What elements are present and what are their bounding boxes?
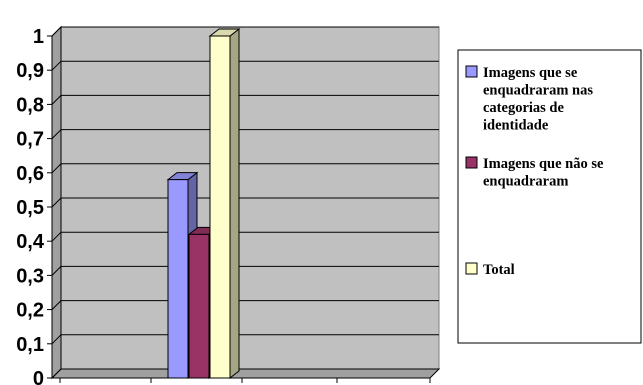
legend-label: categorias de	[483, 100, 564, 116]
gridline	[51, 60, 439, 71]
legend-item: Total	[465, 262, 515, 278]
gridline	[51, 26, 439, 37]
gridlines	[51, 26, 439, 379]
legend-label: Imagens que não se	[483, 156, 604, 172]
y-tick-label: 0,6	[16, 163, 44, 185]
legend-swatch	[465, 262, 478, 275]
gridline	[51, 265, 439, 276]
y-tick-label: 0	[33, 368, 44, 385]
y-tick-label: 0,4	[16, 231, 45, 253]
gridline	[51, 231, 439, 242]
gridline	[51, 300, 439, 310]
gridline	[51, 129, 439, 139]
y-tick-label: 0,1	[16, 334, 44, 356]
y-tick-label: 1	[33, 26, 44, 48]
gridline	[51, 94, 439, 105]
gridline	[51, 334, 439, 345]
legend-swatch	[465, 65, 478, 78]
gridline	[51, 197, 439, 208]
bars	[166, 27, 241, 380]
y-tick-label: 0,8	[16, 94, 44, 116]
legend-label: identidade	[483, 118, 549, 134]
gridline	[51, 163, 439, 174]
bar-front	[209, 35, 231, 379]
legend-swatch	[465, 156, 478, 169]
bar	[208, 27, 241, 380]
bar-side	[229, 27, 240, 380]
legend-label: enquadraram nas	[483, 83, 593, 99]
y-tick-label: 0,3	[16, 265, 44, 287]
y-tick-label: 0,2	[16, 300, 44, 322]
legend-label: Total	[483, 262, 515, 278]
legend-label: enquadraram	[483, 174, 568, 190]
legend-item: Imagens que não se enquadraram	[465, 156, 604, 190]
legend: Imagens que se enquadraram nascategorias …	[457, 49, 642, 344]
y-tick-labels: 0 0,1 0,2 0,3 0,4 0,5 0,6 0,7 0,8 0,9 1	[16, 26, 45, 385]
legend-box	[457, 49, 642, 344]
y-tick-label: 0,5	[16, 197, 44, 219]
axes	[47, 35, 431, 383]
legend-item: Imagens que se enquadraram nascategorias …	[465, 65, 593, 134]
y-tick-label: 0,7	[16, 129, 44, 151]
plot-floor	[50, 368, 441, 379]
legend-label: Imagens que se	[483, 65, 578, 81]
plot-area: 0 0,1 0,2 0,3 0,4 0,5 0,6 0,7 0,8 0,9 1	[16, 25, 441, 385]
y-tick-label: 0,9	[16, 60, 44, 82]
bar-front	[167, 179, 189, 379]
bar-front	[188, 233, 210, 379]
gridline	[51, 368, 439, 379]
